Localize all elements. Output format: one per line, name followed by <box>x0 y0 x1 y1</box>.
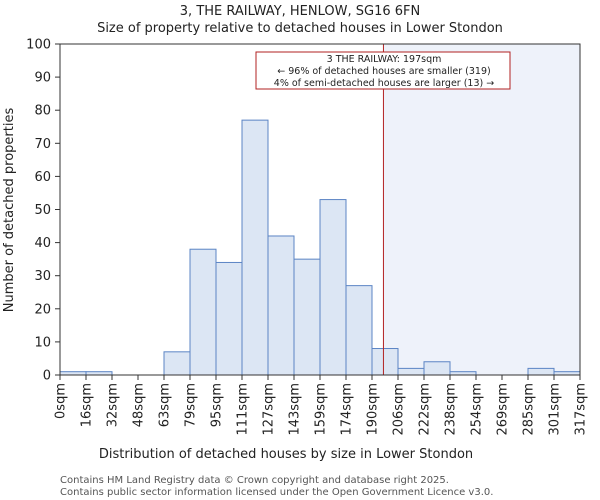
x-tick-label: 317sqm <box>574 383 589 436</box>
annotation-line2: ← 96% of detached houses are smaller (31… <box>277 66 490 77</box>
bar-63sqm <box>163 351 191 376</box>
x-tick-label: 32sqm <box>106 383 121 427</box>
y-tick-label: 40 <box>34 236 51 251</box>
x-tick-label: 222sqm <box>418 383 433 436</box>
annotation-box: 3 THE RAILWAY: 197sqm ← 96% of detached … <box>255 51 511 90</box>
bar-159sqm <box>319 199 347 376</box>
bar-222sqm <box>423 361 451 376</box>
bar-285sqm <box>527 367 555 376</box>
annotation-line1: 3 THE RAILWAY: 197sqm <box>327 54 442 65</box>
bar-206sqm <box>397 367 425 376</box>
y-tick-label: 60 <box>34 170 51 185</box>
bar-111sqm <box>241 119 269 376</box>
x-tick-label: 95sqm <box>210 383 225 427</box>
bar-190sqm <box>371 348 399 376</box>
x-tick-label: 285sqm <box>522 383 537 436</box>
y-axis-ticks: 0 10 20 30 40 50 60 70 80 90 100 <box>26 38 60 384</box>
bar-143sqm <box>293 258 321 376</box>
x-tick-label: 111sqm <box>236 383 251 436</box>
y-tick-label: 100 <box>26 38 51 53</box>
y-tick-label: 20 <box>34 302 51 317</box>
y-tick-label: 90 <box>34 71 51 86</box>
x-tick-label: 63sqm <box>158 383 173 427</box>
footer-line2: Contains public sector information licen… <box>60 487 493 498</box>
y-tick-label: 70 <box>34 137 51 152</box>
x-tick-label: 16sqm <box>80 383 95 427</box>
x-tick-label: 254sqm <box>470 383 485 436</box>
x-tick-label: 0sqm <box>54 383 69 419</box>
x-tick-label: 206sqm <box>392 383 407 436</box>
footer-line1: Contains HM Land Registry data © Crown c… <box>60 475 449 486</box>
bar-127sqm <box>267 235 295 376</box>
chart-title-line1: 3, THE RAILWAY, HENLOW, SG16 6FN <box>180 4 420 19</box>
bar-174sqm <box>345 285 373 376</box>
x-tick-label: 301sqm <box>548 383 563 436</box>
bars-group <box>59 119 581 376</box>
annotation-border <box>255 51 511 90</box>
y-tick-label: 30 <box>34 269 51 284</box>
y-tick-label: 50 <box>34 203 51 218</box>
x-tick-label: 79sqm <box>184 383 199 427</box>
x-tick-label: 174sqm <box>340 383 355 436</box>
x-tick-label: 127sqm <box>262 383 277 436</box>
y-tick-label: 10 <box>34 335 51 350</box>
chart-title-line2: Size of property relative to detached ho… <box>97 21 503 36</box>
x-tick-label: 269sqm <box>496 383 511 436</box>
y-tick-label: 80 <box>34 104 51 119</box>
x-axis-ticks: 0sqm 16sqm 32sqm 48sqm 63sqm 79sqm 95sqm 111sqm… <box>54 375 589 436</box>
y-tick-label: 0 <box>43 369 51 384</box>
x-tick-label: 48sqm <box>132 383 147 427</box>
x-tick-label: 238sqm <box>444 383 459 436</box>
x-axis-label: Distribution of detached houses by size … <box>99 447 473 462</box>
bar-79sqm <box>189 248 217 376</box>
annotation-line3: 4% of semi-detached houses are larger (1… <box>274 78 494 89</box>
x-tick-label: 143sqm <box>288 383 303 436</box>
y-axis-label: Number of detached properties <box>2 108 17 313</box>
larger-region-shade <box>383 44 580 375</box>
x-tick-label: 159sqm <box>314 383 329 436</box>
bar-95sqm <box>215 261 243 376</box>
x-tick-label: 190sqm <box>366 383 381 436</box>
